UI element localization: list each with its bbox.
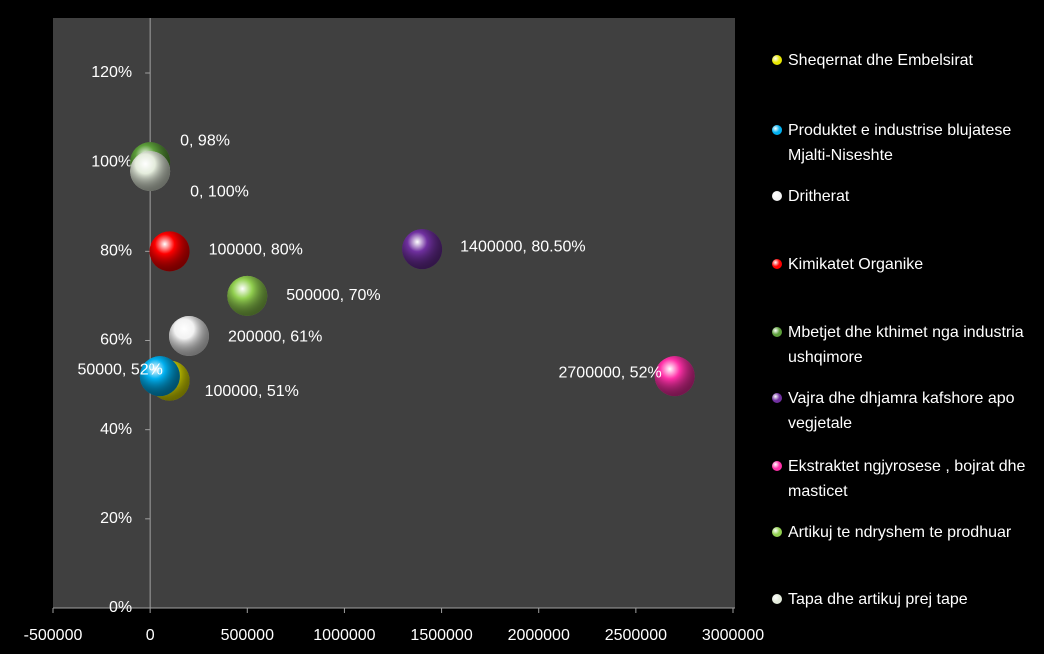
legend-label: Sheqernat dhe Embelsirat xyxy=(788,52,973,69)
x-tick-label: 3000000 xyxy=(702,627,764,644)
legend-marker xyxy=(772,461,782,471)
bubble xyxy=(227,275,268,316)
bubble xyxy=(169,316,209,357)
x-tick-label: 0 xyxy=(146,627,155,644)
x-tick-label: -500000 xyxy=(24,627,83,644)
data-label: 500000, 70% xyxy=(286,287,380,304)
bubble xyxy=(139,356,180,397)
y-tick-label: 20% xyxy=(100,510,132,527)
legend-item: Sheqernat dhe Embelsirat xyxy=(770,48,1032,73)
data-label: 0, 100% xyxy=(190,183,249,200)
bubble xyxy=(654,356,695,397)
data-label: 50000, 52% xyxy=(77,361,162,378)
legend-marker xyxy=(772,55,782,65)
data-label: 0, 98% xyxy=(180,132,230,149)
bubble xyxy=(149,231,190,272)
legend-label: Vajra dhe dhjamra kafshore apo vegjetale xyxy=(788,390,1015,432)
legend-item: Artikuj te ndryshem te prodhuar xyxy=(770,520,1032,545)
legend-item: Tapa dhe artikuj prej tape xyxy=(770,587,1032,612)
data-label: 2700000, 52% xyxy=(559,364,662,381)
legend-label: Artikuj te ndryshem te prodhuar xyxy=(788,524,1012,541)
legend-marker xyxy=(772,527,782,537)
x-tick-label: 2500000 xyxy=(605,627,667,644)
bubble xyxy=(402,229,443,270)
x-tick-label: 500000 xyxy=(221,627,274,644)
legend-item: Mbetjet dhe kthimet nga industria ushqim… xyxy=(770,320,1032,370)
y-tick-label: 120% xyxy=(91,64,132,81)
legend-item: Ekstraktet ngjyrosese , bojrat dhe masti… xyxy=(770,454,1032,504)
data-label: 1400000, 80.50% xyxy=(460,238,585,255)
legend-item: Kimikatet Organike xyxy=(770,252,1032,277)
data-label: 100000, 80% xyxy=(209,242,303,259)
x-tick-label: 1000000 xyxy=(313,627,375,644)
legend-label: Ekstraktet ngjyrosese , bojrat dhe masti… xyxy=(788,458,1026,500)
legend-marker xyxy=(772,191,782,201)
legend-item: Dritherat xyxy=(770,184,1032,209)
bubble xyxy=(130,151,171,192)
legend-label: Produktet e industrise blujatese Mjalti-… xyxy=(788,122,1012,164)
legend-marker xyxy=(772,125,782,135)
y-tick-label: 60% xyxy=(100,332,132,349)
legend-marker xyxy=(772,594,782,604)
y-tick-label: 40% xyxy=(100,421,132,438)
legend-label: Tapa dhe artikuj prej tape xyxy=(788,591,968,608)
y-tick-label: 80% xyxy=(100,243,132,260)
data-label: 100000, 51% xyxy=(205,383,299,400)
legend-label: Dritherat xyxy=(788,188,850,205)
y-tick-label: 0% xyxy=(109,599,132,616)
plot-area xyxy=(53,18,735,608)
legend-label: Mbetjet dhe kthimet nga industria ushqim… xyxy=(788,324,1024,366)
legend-item: Vajra dhe dhjamra kafshore apo vegjetale xyxy=(770,386,1032,436)
legend-marker xyxy=(772,393,782,403)
data-label: 200000, 61% xyxy=(228,328,322,345)
legend-label: Kimikatet Organike xyxy=(788,256,924,273)
y-tick-label: 100% xyxy=(91,153,132,170)
x-tick-label: 2000000 xyxy=(508,627,570,644)
legend-marker xyxy=(772,259,782,269)
legend-item: Produktet e industrise blujatese Mjalti-… xyxy=(770,118,1032,168)
x-tick-label: 1500000 xyxy=(410,627,472,644)
legend-marker xyxy=(772,327,782,337)
